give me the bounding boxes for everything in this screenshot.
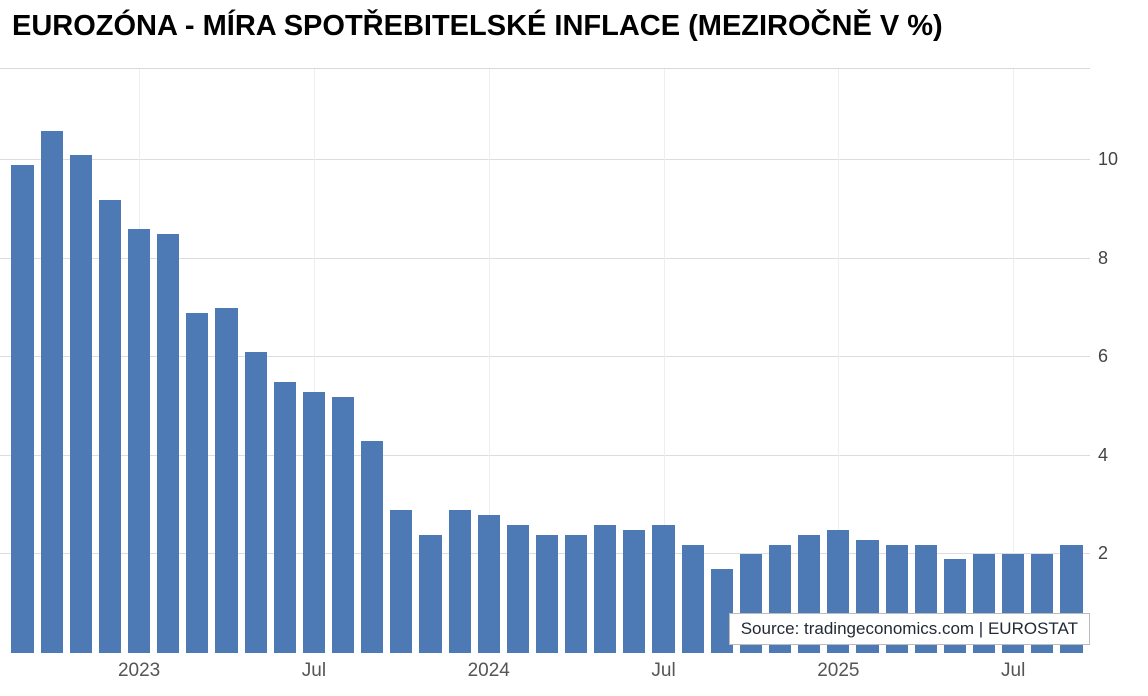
vertical-gridline [663, 69, 665, 653]
y-axis: 2 4 6 8 10 [1098, 68, 1148, 652]
bar [448, 510, 471, 653]
bar [244, 352, 267, 653]
vertical-gridline [1013, 69, 1015, 653]
bar [535, 534, 559, 653]
bar [215, 308, 238, 653]
bars [0, 69, 1090, 653]
gridline [0, 356, 1090, 358]
bar [477, 515, 500, 653]
x-tick-label: Jul [651, 660, 676, 681]
bar [157, 234, 180, 653]
bar [11, 165, 34, 653]
bar [302, 391, 325, 653]
bar [652, 524, 675, 653]
bar [273, 381, 296, 653]
bar [98, 199, 122, 653]
vertical-gridline [488, 69, 490, 653]
bar [506, 524, 529, 653]
y-tick-label: 6 [1098, 346, 1109, 367]
bar [361, 441, 384, 653]
x-tick-label: Jul [301, 660, 327, 681]
vertical-gridline [313, 69, 315, 653]
x-tick-label: 2024 [467, 660, 510, 681]
bar [390, 510, 413, 653]
x-tick-label: Jul [1001, 660, 1026, 681]
bar [331, 396, 355, 653]
bar [623, 529, 646, 653]
gridline [0, 454, 1090, 456]
bar [565, 534, 588, 653]
x-axis: 2023 Jul 2024 Jul 2025 Jul [0, 652, 1090, 692]
gridline [0, 257, 1090, 259]
y-tick-label: 10 [1098, 149, 1119, 170]
plot-area [0, 68, 1090, 653]
bar [419, 534, 442, 653]
x-tick-label: 2023 [117, 660, 161, 681]
bar [40, 130, 63, 653]
bar [186, 312, 209, 653]
y-tick-label: 8 [1098, 247, 1109, 268]
bar [594, 524, 617, 653]
source-attribution: Source: tradingeconomics.com | EUROSTAT [728, 613, 1090, 645]
y-tick-label: 4 [1098, 444, 1109, 465]
bar [710, 569, 733, 653]
bar [69, 155, 92, 653]
y-tick-label: 2 [1098, 543, 1109, 564]
vertical-gridline [838, 69, 840, 653]
chart-title: EUROZÓNA - MÍRA SPOTŘEBITELSKÉ INFLACE (… [12, 10, 943, 42]
bar [128, 229, 151, 653]
bar [681, 544, 704, 653]
gridline [0, 159, 1090, 161]
x-tick-label: 2025 [817, 660, 860, 681]
